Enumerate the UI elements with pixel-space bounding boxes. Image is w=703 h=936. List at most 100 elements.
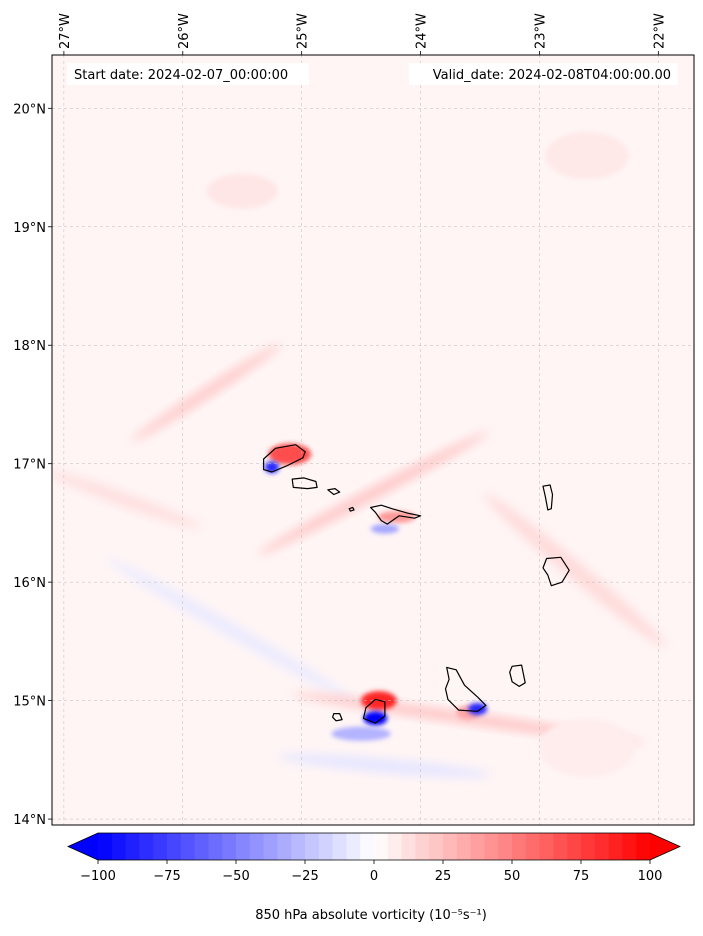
longitude-tick-label: 26°W: [177, 13, 192, 49]
colorbar-segment: [180, 833, 195, 860]
latitude-tick-label: 16°N: [13, 576, 46, 591]
colorbar-tick-label: 25: [435, 869, 452, 884]
colorbar-segment: [153, 833, 168, 860]
vorticity-blob: [206, 173, 278, 209]
colorbar-segment: [553, 833, 568, 860]
coastlines: [263, 444, 570, 724]
colorbar-segment: [374, 833, 389, 860]
valid-date-label: Valid_date: 2024-02-08T04:00:00.00: [433, 68, 671, 83]
colorbar-segment: [332, 833, 347, 860]
colorbar-tick-label: 0: [370, 869, 378, 884]
vorticity-blob: [370, 524, 400, 534]
vorticity-streak: [131, 343, 282, 442]
colorbar-segment: [456, 833, 471, 860]
longitude-tick-label: 27°W: [58, 13, 73, 49]
colorbar-segment: [291, 833, 306, 860]
colorbar-segment: [222, 833, 237, 860]
colorbar-segments: [68, 833, 680, 860]
latitude-ticks: 14°N 15°N 16°N 17°N 18°N 19°N 20°N: [13, 102, 52, 828]
colorbar-segment: [415, 833, 430, 860]
longitude-tick-label: 22°W: [652, 13, 667, 49]
island-coastline: [332, 712, 343, 722]
colorbar-segment: [194, 833, 209, 860]
colorbar-segment: [636, 833, 651, 860]
vorticity-streak: [106, 557, 354, 702]
colorbar-segment: [139, 833, 154, 860]
colorbar-segment: [539, 833, 554, 860]
colorbar-segment: [346, 833, 361, 860]
colorbar: −100 −75 −50 −25 0 25 50 75 100 850 hPa absolute…: [67, 832, 681, 923]
colorbar-segment: [98, 833, 113, 860]
vorticity-streak: [278, 754, 492, 778]
colorbar-segment: [594, 833, 609, 860]
latitude-tick-label: 15°N: [13, 695, 46, 710]
map-frame: [51, 54, 695, 826]
island-coastline: [370, 504, 422, 525]
vorticity-streak: [483, 493, 667, 648]
colorbar-segment: [484, 833, 499, 860]
colorbar-tick-label: 75: [573, 869, 590, 884]
latitude-tick-label: 18°N: [13, 339, 46, 354]
colorbar-segment: [567, 833, 582, 860]
start-date-box: [67, 63, 309, 85]
island-coastline: [291, 477, 318, 490]
vorticity-blob: [545, 132, 629, 180]
gridlines: [52, 55, 694, 825]
colorbar-segment: [525, 833, 540, 860]
colorbar-segment: [608, 833, 623, 860]
colorbar-tick-label: 50: [504, 869, 521, 884]
island-coastline: [362, 698, 386, 724]
colorbar-segment: [581, 833, 596, 860]
colorbar-segment: [470, 833, 485, 860]
longitude-tick-label: 25°W: [296, 13, 311, 49]
colorbar-tick-label: −75: [153, 869, 180, 884]
vorticity-blob: [363, 711, 388, 726]
colorbar-segment: [208, 833, 223, 860]
colorbar-segment: [429, 833, 444, 860]
colorbar-segment: [512, 833, 527, 860]
colorbar-segment: [277, 833, 292, 860]
island-coastline: [444, 666, 487, 712]
latitude-tick-label: 14°N: [13, 813, 46, 828]
colorbar-segment: [249, 833, 264, 860]
longitude-tick-label: 24°W: [415, 13, 430, 49]
latitude-tick-label: 17°N: [13, 458, 46, 473]
colorbar-segment: [111, 833, 126, 860]
colorbar-segment: [360, 833, 375, 860]
colorbar-segment: [318, 833, 333, 860]
longitude-tick-label: 23°W: [533, 13, 548, 49]
colorbar-segment: [263, 833, 278, 860]
colorbar-tick-label: −25: [291, 869, 318, 884]
colorbar-tick-label: −50: [222, 869, 249, 884]
colorbar-segment: [125, 833, 140, 860]
colorbar-segment: [387, 833, 402, 860]
vorticity-field: [52, 132, 667, 778]
island-coastline: [542, 484, 554, 511]
vorticity-streak: [52, 469, 202, 529]
latitude-tick-label: 19°N: [13, 221, 46, 236]
island-coastline: [263, 444, 306, 473]
vorticity-blob: [468, 702, 488, 715]
colorbar-tick-label: −100: [80, 869, 116, 884]
colorbar-segment: [622, 833, 637, 860]
island-coastline: [327, 488, 341, 496]
colorbar-extend-min: [68, 833, 98, 860]
map-area: [51, 54, 695, 826]
start-date-label: Start date: 2024-02-07_00:00:00: [74, 68, 288, 83]
valid-date-box: [409, 63, 678, 85]
colorbar-segment: [305, 833, 320, 860]
island-coastline: [509, 664, 526, 688]
vorticity-blob: [331, 726, 391, 741]
island-coastline: [542, 556, 570, 587]
colorbar-segment: [236, 833, 251, 860]
vorticity-streak: [257, 431, 489, 555]
latitude-tick-label: 20°N: [13, 102, 46, 117]
colorbar-tick-label: 100: [638, 869, 663, 884]
longitude-ticks: 27°W 26°W 25°W 24°W 23°W 22°W: [58, 13, 667, 55]
colorbar-segment: [167, 833, 182, 860]
colorbar-extend-max: [650, 833, 680, 860]
colorbar-label: 850 hPa absolute vorticity (10⁻⁵s⁻¹): [255, 908, 487, 923]
colorbar-segment: [498, 833, 513, 860]
date-annotations: Start date: 2024-02-07_00:00:00 Valid_da…: [67, 63, 678, 85]
